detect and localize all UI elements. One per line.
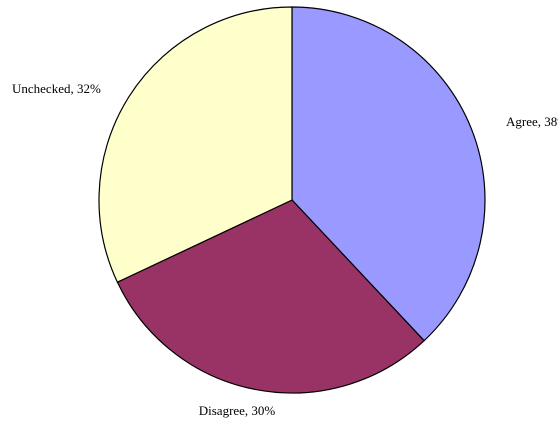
pie-label-disagree: Disagree, 30% bbox=[199, 403, 276, 418]
pie-slice-unchecked bbox=[98, 6, 293, 283]
pie-slice-agree bbox=[291, 6, 486, 342]
pie-slices bbox=[98, 6, 486, 394]
pie-slice-disagree bbox=[116, 199, 425, 394]
pie-label-agree: Agree, 38% bbox=[506, 114, 558, 129]
pie-labels: Agree, 38% Disagree, 30% Unchecked, 32% bbox=[12, 81, 558, 418]
pie-label-unchecked: Unchecked, 32% bbox=[12, 81, 101, 96]
